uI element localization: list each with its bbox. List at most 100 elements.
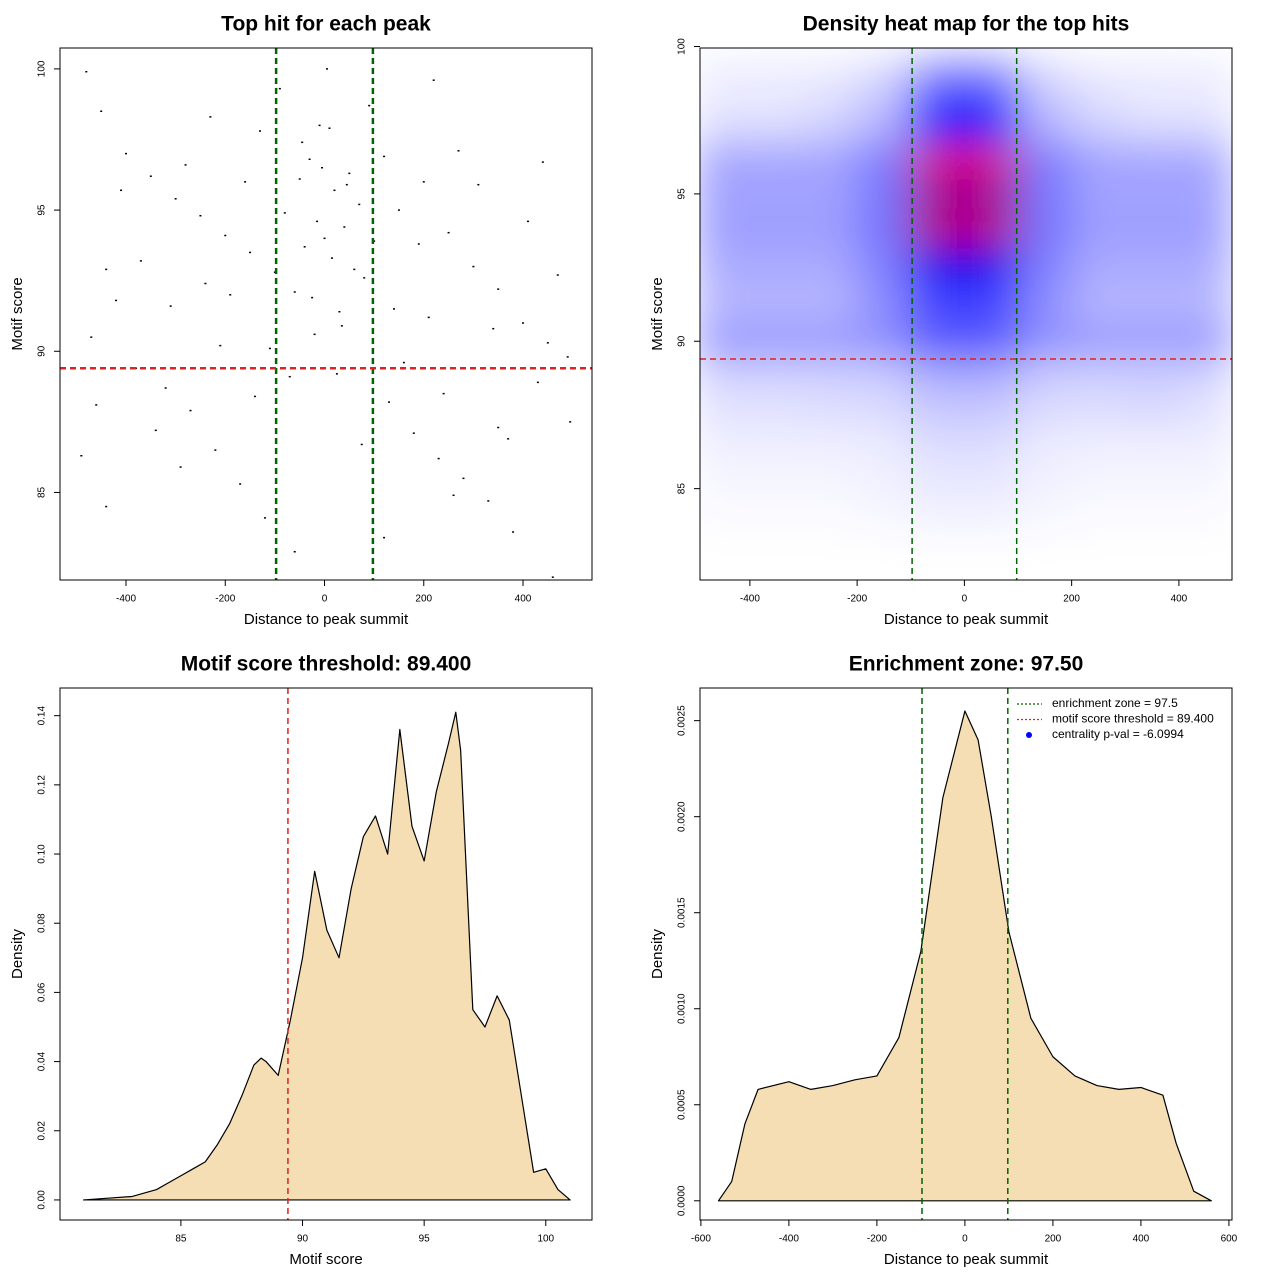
heat-cell	[1071, 267, 1126, 298]
legend-label: motif score threshold = 89.400	[1052, 712, 1214, 726]
heat-cell	[1125, 356, 1180, 386]
heat-cell	[700, 473, 751, 504]
heat-cell	[1178, 473, 1232, 504]
chart-title: Motif score threshold: 89.400	[181, 653, 472, 676]
heat-cell	[910, 149, 965, 180]
heat-cell	[964, 179, 1019, 210]
point	[125, 152, 128, 155]
heat-cell	[964, 297, 1019, 328]
heat-cell	[964, 385, 1019, 416]
point	[308, 158, 311, 161]
heat-cell	[1125, 208, 1180, 239]
heat-cell	[1178, 61, 1232, 92]
point	[497, 288, 500, 290]
x-axis-label: Distance to peak summit	[884, 611, 1049, 628]
heat-cell	[1018, 238, 1073, 269]
heat-cell	[964, 208, 1019, 239]
heat-cell	[910, 503, 965, 534]
heat-cell	[910, 61, 965, 92]
point	[169, 305, 172, 307]
heat-cell	[964, 356, 1019, 386]
heat-cell	[1178, 238, 1232, 269]
point	[397, 209, 400, 211]
point	[526, 220, 529, 223]
heat-cell	[964, 238, 1019, 269]
heat-cell	[1071, 444, 1126, 475]
heat-cell	[803, 120, 858, 151]
x-tick-label: 0	[322, 594, 328, 605]
point	[90, 336, 93, 338]
y-tick-label: 0.0025	[677, 705, 688, 736]
heat-cell	[910, 90, 965, 121]
heat-cell	[857, 503, 912, 534]
heat-cell	[857, 149, 912, 180]
point	[224, 234, 227, 237]
heat-cell	[700, 120, 751, 151]
heat-cell	[1018, 356, 1073, 386]
heat-cell	[1178, 385, 1232, 416]
heat-cell	[857, 61, 912, 92]
point	[214, 449, 217, 451]
point	[239, 483, 242, 485]
y-tick-label: 0.14	[37, 706, 48, 726]
point	[321, 166, 324, 169]
heat-cell	[910, 238, 965, 269]
point	[311, 296, 314, 299]
heat-cell	[857, 179, 912, 210]
point	[442, 392, 445, 395]
heat-cell	[803, 444, 858, 475]
point	[80, 455, 83, 457]
x-tick-label: 400	[1171, 594, 1188, 605]
heat-cell	[749, 385, 805, 416]
x-tick-label: -200	[867, 1234, 887, 1245]
heat-cell	[910, 414, 965, 445]
heat-cell	[857, 120, 912, 151]
y-tick-label: 90	[677, 335, 688, 347]
heat-cell	[1178, 120, 1232, 151]
point	[447, 231, 450, 234]
heat-cell	[1018, 297, 1073, 328]
heat-cell	[803, 149, 858, 180]
heat-cell	[1018, 149, 1073, 180]
point	[417, 243, 420, 245]
y-tick-label: 0.0010	[677, 993, 688, 1024]
point	[149, 175, 152, 177]
point	[244, 181, 247, 183]
point	[313, 333, 316, 336]
heat-cell	[964, 503, 1019, 534]
heat-cell	[964, 61, 1019, 92]
point	[522, 322, 525, 324]
point	[139, 260, 142, 262]
point	[293, 291, 296, 293]
heat-cell	[1178, 503, 1232, 534]
heat-cell	[964, 90, 1019, 121]
heat-cell	[749, 356, 805, 386]
x-tick-label: -400	[116, 594, 136, 605]
heat-cell	[803, 267, 858, 298]
panel: -400 -200 0 200 400 85 90 95 100 Density heat map…	[649, 13, 1233, 628]
y-tick-label: 0.0005	[677, 1089, 688, 1120]
heat-cell	[910, 385, 965, 416]
heat-cell	[803, 414, 858, 445]
heat-cell	[749, 120, 805, 151]
heat-cell	[749, 326, 805, 357]
heat-cell	[803, 385, 858, 416]
heat-cell	[1125, 414, 1180, 445]
point	[507, 438, 510, 440]
point	[551, 576, 554, 578]
heat-cell	[964, 326, 1019, 357]
point	[340, 325, 343, 327]
heat-cell	[1125, 503, 1180, 534]
heat-cell	[803, 208, 858, 239]
heat-cell	[857, 444, 912, 475]
heat-cell	[1178, 414, 1232, 445]
point	[189, 409, 192, 412]
point	[179, 466, 182, 468]
heat-cell	[857, 414, 912, 445]
heat-cell	[1178, 179, 1232, 210]
point	[219, 344, 222, 347]
heat-cell	[700, 267, 751, 298]
heat-cell	[1071, 414, 1126, 445]
heat-cell	[857, 297, 912, 328]
